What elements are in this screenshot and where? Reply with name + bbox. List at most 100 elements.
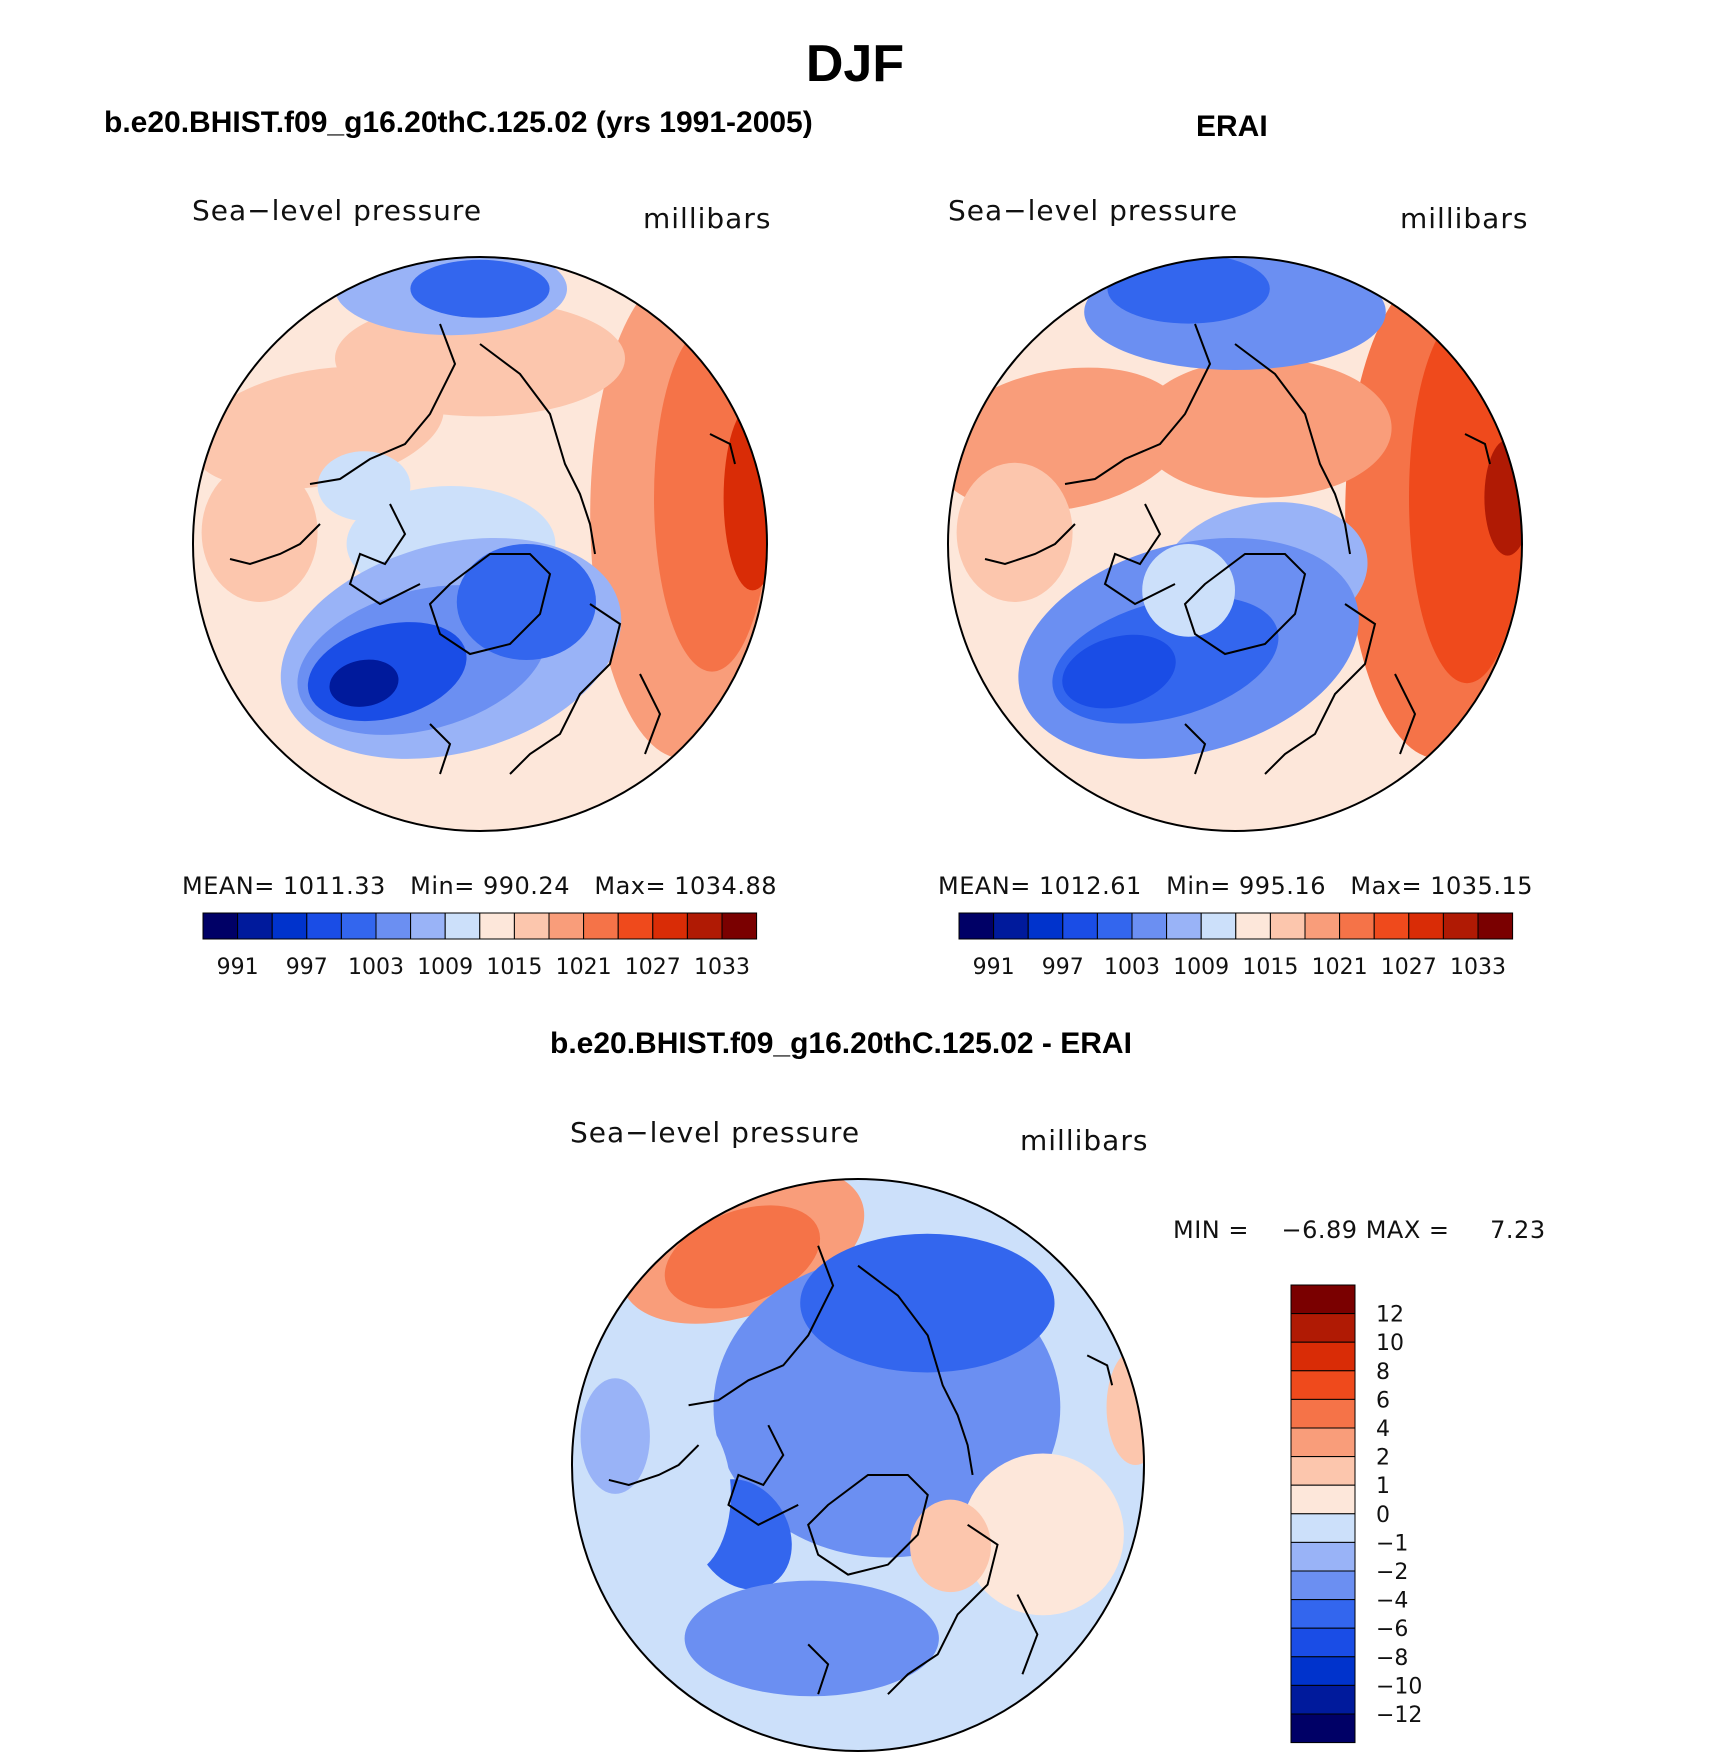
diff-variable-label: Sea−level pressure [570,1116,861,1149]
diff-colorbar-tick: 2 [1376,1446,1390,1471]
diff-coastline [608,1444,700,1486]
model-colorbar-box [306,912,342,940]
obs-contour-band [1107,257,1270,324]
diff-contour-band [664,1205,821,1309]
obs-coastline [1464,433,1491,465]
diff-coastline [688,1245,835,1407]
obs-colorbar-box [1304,912,1341,940]
model-variable-label: Sea−level pressure [192,194,483,227]
diff-coastline [727,1424,799,1526]
obs-colorbar-tick: 1003 [1104,955,1160,980]
model-coastline [428,553,552,656]
model-colorbar-tick: 1027 [625,955,681,980]
obs-mean-label: MEAN= [938,872,1031,900]
obs-colorbar-box [1373,912,1410,940]
obs-colorbar-box [1408,912,1444,940]
diff-max-label: MAX = [1365,1216,1450,1244]
diff-stats: MIN = −6.89 MAX = 7.23 [1173,1216,1546,1244]
model-mean-label: MEAN= [182,872,275,900]
obs-coastlines [984,323,1491,775]
diff-colorbar-tick: −8 [1376,1646,1408,1671]
model-colorbar-box [686,912,723,940]
obs-contour-band [1136,358,1392,498]
diff-colorbar-tick: 1 [1376,1474,1390,1499]
model-colorbar-box [548,912,585,940]
diff-coastlines [608,1245,1114,1695]
obs-coastline [1183,553,1307,656]
obs-stats: MEAN= 1012.61 Min= 995.16 Max= 1035.15 [938,872,1533,900]
model-colorbar-tick: 991 [217,955,259,980]
diff-min-value: −6.89 [1281,1216,1358,1244]
model-coastline [709,433,736,465]
diff-colorbar-tick: −4 [1376,1589,1408,1614]
model-colorbar-box [410,912,446,940]
obs-units-label: millibars [1400,202,1529,235]
obs-colorbar-tick: 991 [973,955,1015,980]
obs-colorbar-tick: 1015 [1242,955,1298,980]
diff-colorbar-box [1290,1427,1356,1458]
diff-contour-band [638,1412,731,1575]
diff-colorbar-box [1290,1398,1356,1429]
diff-contour-band [800,1233,1055,1373]
model-coastline [479,343,596,555]
diff-colorbar-box [1290,1284,1356,1315]
obs-coastline [1234,343,1351,555]
diff-colorbar-box [1290,1684,1356,1715]
obs-colorbar-box [1062,912,1098,940]
diff-colorbar-box [1290,1370,1356,1400]
diff-colorbar-tick: 12 [1376,1303,1404,1328]
model-colorbar: 991 997 1003 1009 1015 1021 1027 1033 [202,912,758,980]
model-colorbar-tick: 997 [286,955,328,980]
diff-colorbar-box [1290,1570,1356,1601]
obs-colorbar-box [1131,912,1168,940]
model-max-label: Max= [594,872,667,900]
diff-field [572,1179,1144,1751]
model-coastline [639,673,662,755]
model-colorbar-tick: 1033 [694,955,750,980]
main-title: DJF [805,35,905,93]
obs-colorbar-box [993,912,1029,940]
obs-panel-title: ERAI [1196,110,1268,143]
obs-colorbar-box [1269,912,1306,940]
diff-colorbar-tick: 6 [1376,1388,1390,1413]
obs-colorbar-box [1442,912,1479,940]
obs-coastline [984,523,1076,566]
model-colorbar-box [583,912,619,940]
model-colorbar-tick: 1003 [348,955,404,980]
obs-colorbar-box [958,912,995,940]
model-coastline [229,523,321,566]
obs-min-label: Min= [1166,872,1231,900]
model-contour-band [317,451,411,521]
diff-map-border [571,1178,1145,1752]
diff-colorbar-box [1290,1313,1356,1343]
model-contour-band [329,659,399,707]
diff-max-value: 7.23 [1490,1216,1546,1244]
obs-colorbar-box [1235,912,1271,940]
diff-colorbar-tick: 0 [1376,1503,1390,1528]
model-coastline [509,603,622,775]
obs-min-value: 995.16 [1238,872,1326,900]
diff-contour-band [684,1580,939,1697]
model-polar-map [192,256,768,832]
model-coastline [348,503,421,606]
obs-colorbar-tick: 997 [1042,955,1084,980]
diff-min-label: MIN = [1173,1216,1249,1244]
diff-colorbar-tick: 8 [1376,1360,1390,1385]
obs-contour-band [956,462,1073,602]
model-colorbar-tick: 1015 [486,955,542,980]
diff-contour-band [910,1499,991,1593]
obs-mean-value: 1012.61 [1039,872,1142,900]
obs-colorbar-tick: 1009 [1173,955,1229,980]
model-units-label: millibars [643,202,772,235]
model-min-value: 990.24 [482,872,570,900]
obs-colorbar-box [1339,912,1375,940]
diff-colorbar-tick: −1 [1376,1531,1408,1556]
obs-variable-label: Sea−level pressure [948,194,1239,227]
diff-colorbar-box [1290,1341,1356,1372]
obs-max-label: Max= [1350,872,1423,900]
model-colorbar-box [479,912,515,940]
model-colorbar-box [340,912,377,940]
model-colorbar-tick: 1009 [417,955,473,980]
obs-max-value: 1035.15 [1430,872,1533,900]
model-colorbar-box [652,912,688,940]
